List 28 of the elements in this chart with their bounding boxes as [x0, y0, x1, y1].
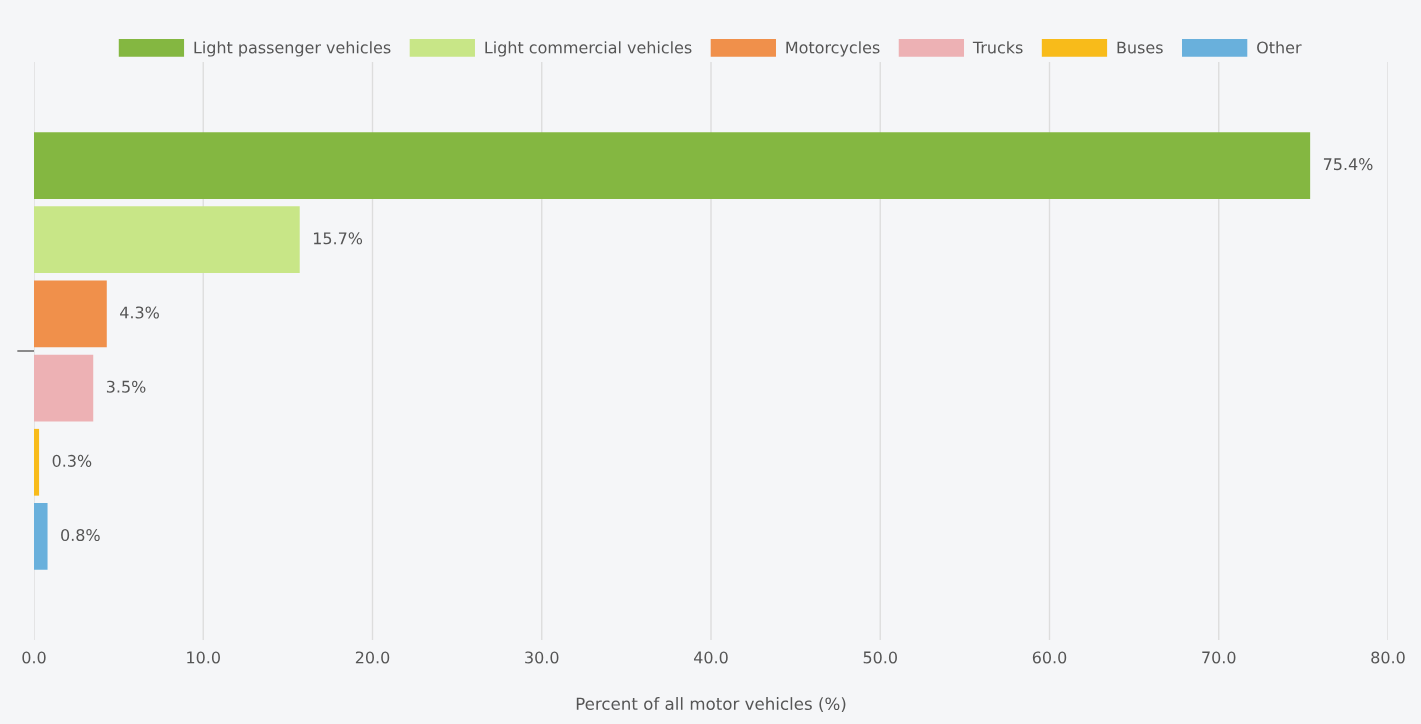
legend-label: Light passenger vehicles — [194, 41, 391, 57]
legend-label: Motorcycles — [786, 41, 880, 57]
bar — [34, 206, 300, 274]
bar — [34, 354, 94, 422]
x-tick-label: 30.0 — [525, 651, 559, 664]
data-label: 75.4% — [1323, 158, 1373, 171]
legend-label: Light commercial vehicles — [485, 41, 692, 57]
data-label: 4.3% — [120, 306, 159, 319]
x-tick-label: 70.0 — [1202, 651, 1236, 664]
x-tick-label: 60.0 — [1032, 651, 1067, 664]
x-axis-title: Percent of all motor vehicles (%) — [576, 697, 846, 712]
data-label: 0.8% — [61, 528, 100, 542]
x-tick-label: 40.0 — [694, 651, 728, 664]
legend-label: Other — [1257, 41, 1302, 54]
x-tick-label: 80.0 — [1371, 651, 1405, 664]
data-label: 0.3% — [52, 454, 92, 467]
data-label: 15.7% — [313, 232, 363, 245]
x-tick-label: 10.0 — [187, 651, 220, 664]
data-label: 3.5% — [106, 380, 146, 393]
bar — [34, 428, 40, 496]
bar — [34, 132, 1311, 199]
legend-label: Buses — [1117, 41, 1163, 54]
x-tick-label: 0.0 — [22, 651, 46, 664]
legend-label: Trucks — [972, 41, 1023, 54]
x-tick-label: 20.0 — [355, 651, 390, 664]
bar — [34, 280, 107, 348]
bar — [34, 503, 48, 570]
x-tick-label: 50.0 — [863, 651, 897, 664]
